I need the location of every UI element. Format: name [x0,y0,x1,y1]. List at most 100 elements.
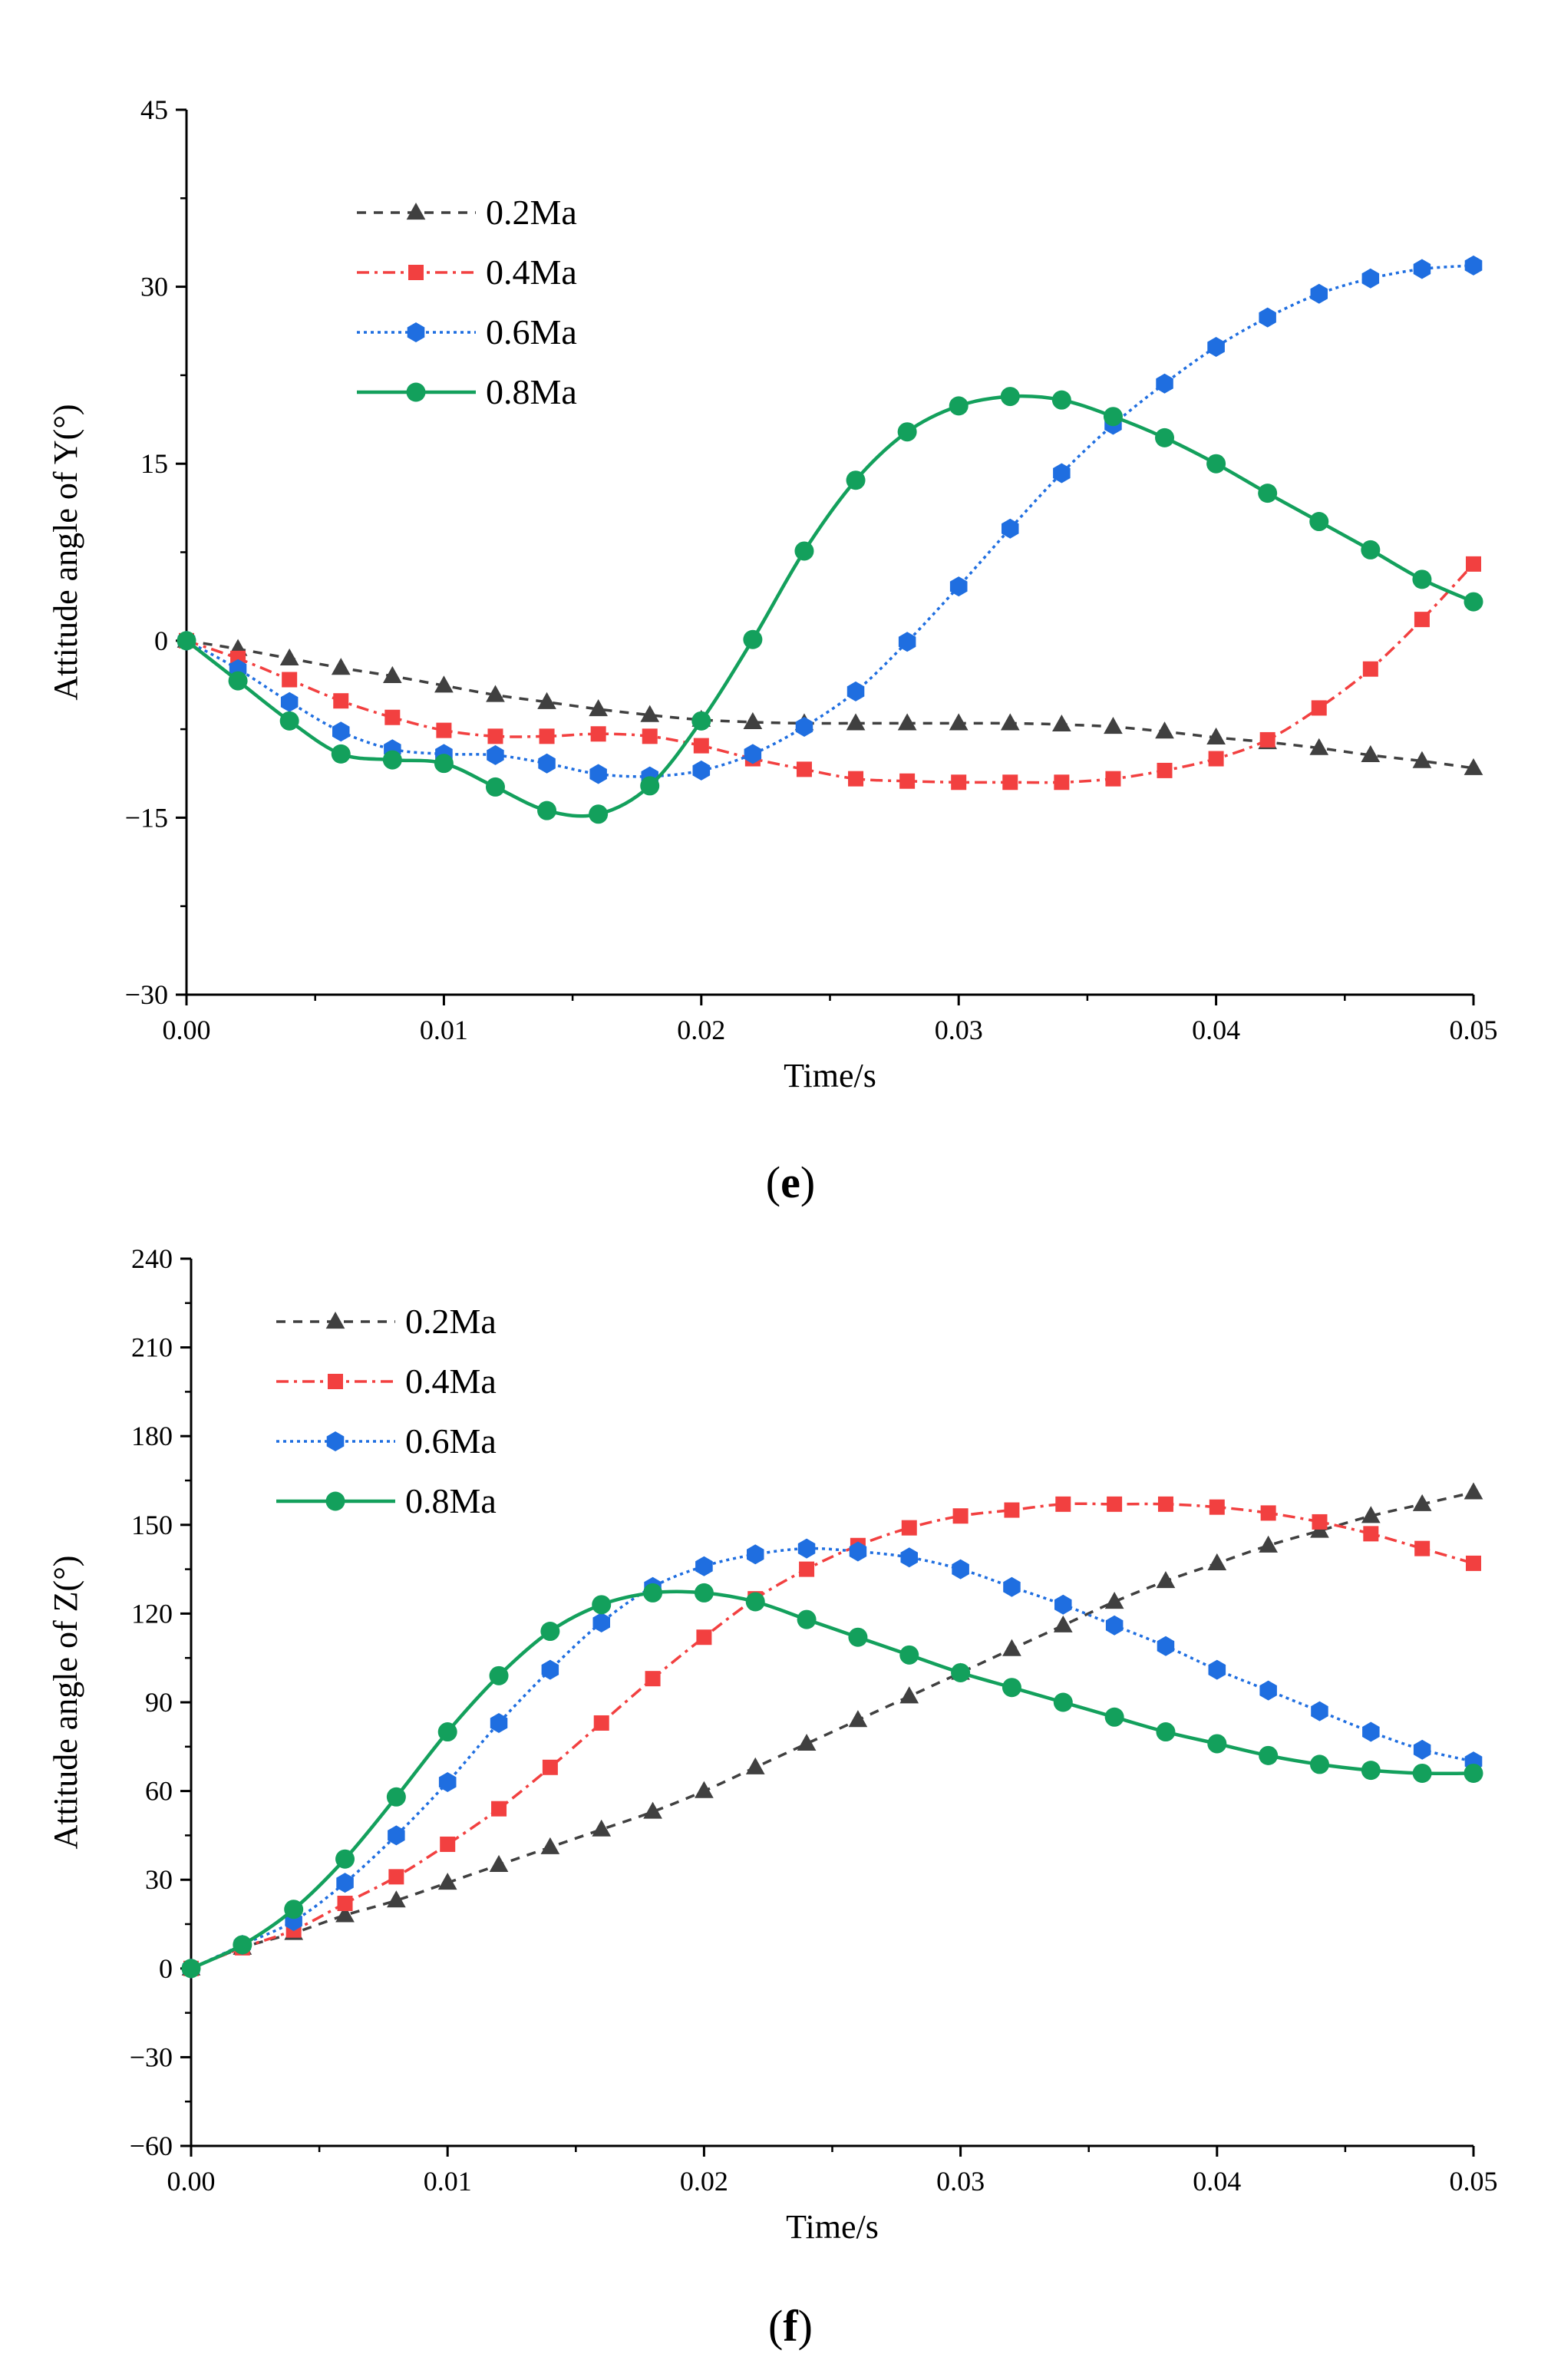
data-point [1309,512,1329,532]
y-tick-label: 0 [159,1953,173,1984]
data-point [643,1801,662,1819]
data-point [437,1722,457,1742]
data-point [332,721,350,742]
x-tick-label: 0.05 [1450,1015,1498,1045]
data-point [387,1890,406,1908]
series-line [190,1490,1474,1970]
x-tick-label: 0.02 [680,2166,728,2197]
data-point [899,1686,919,1704]
series-line [186,563,1475,784]
data-point [1206,454,1226,474]
data-point [282,672,298,688]
data-point [1104,717,1123,734]
data-point [384,709,401,725]
data-point [1412,751,1432,768]
data-point [949,576,968,597]
data-point [1412,1494,1432,1511]
data-point [434,675,454,693]
data-point [388,1869,404,1885]
data-point [897,422,917,442]
data-point [1156,373,1173,394]
y-tick-label: 240 [131,1243,173,1274]
data-point [1310,283,1328,304]
y-tick-label: 0 [154,626,168,656]
data-point [1309,1754,1329,1774]
legend-label: 0.2Ma [405,1302,497,1341]
legend-label: 0.2Ma [486,193,577,232]
y-tick-label: 30 [140,272,168,302]
data-point [1104,1591,1124,1609]
series-0-8Ma [177,387,1483,824]
data-point [1362,1721,1380,1742]
data-point [440,1836,456,1852]
data-point [899,773,916,789]
data-point [592,1595,612,1615]
data-point [1054,1594,1072,1615]
data-point [1156,1571,1176,1589]
panel-letter: e [780,1157,800,1207]
legend-entry: 0.6Ma [276,1421,497,1461]
x-tick-label: 0.05 [1450,2166,1498,2197]
y-tick-label: 30 [145,1864,173,1895]
data-point [1155,427,1175,447]
data-point [952,1508,969,1524]
data-point [489,1854,509,1873]
data-point [900,1547,918,1568]
data-point [745,1592,765,1612]
data-point [951,774,967,791]
data-point [592,1613,610,1632]
data-point [1464,255,1483,276]
data-point [1361,1506,1381,1523]
legend-entry: 0.2Ma [357,193,577,232]
data-point [640,705,660,722]
data-point [1105,771,1121,787]
chart-z-attitude: −60 −30 0 30 60 90 120 150 180 210 240 0.00 0.01 0.02… [47,1243,1498,2351]
data-point [491,1801,507,1817]
x-tick-label: 0.03 [936,2166,985,2197]
legend-marker [326,1431,345,1451]
y-tick-label: 15 [140,448,168,479]
series-0-8Ma [181,1583,1483,1979]
data-point [1413,1739,1431,1760]
x-tick-label: 0.00 [167,2166,216,2197]
data-point [331,744,351,764]
data-point [541,1659,559,1680]
data-point [228,671,248,691]
data-point [897,713,917,731]
data-point [279,711,299,731]
panel-label: (f) [768,2301,813,2351]
data-point [1259,1680,1277,1701]
y-axis-label: Attitude angle of Y(°) [47,404,84,700]
data-point [486,685,505,702]
data-point [1414,1540,1431,1556]
legend-label: 0.8Ma [486,372,577,411]
data-point [949,396,969,416]
data-point [490,1713,508,1733]
data-point [537,692,556,709]
data-point [1312,1513,1328,1530]
legend-label: 0.4Ma [405,1362,497,1401]
data-point [388,1825,405,1846]
data-point [437,1873,457,1890]
data-point [1155,721,1174,739]
data-point [436,722,452,738]
legend-label: 0.6Ma [405,1421,497,1461]
panel-paren-close: ) [800,1157,815,1207]
x-tick-label: 0.01 [424,2166,472,2197]
legend-label: 0.8Ma [405,1481,497,1520]
panel-paren-close: ) [798,2301,813,2351]
data-point [1157,762,1173,778]
data-point [331,658,351,675]
y-tick-label: 180 [131,1421,173,1451]
data-point [489,1665,509,1685]
y-tick-label: 120 [131,1598,173,1629]
data-point [696,1629,712,1646]
y-tick-label: 210 [131,1332,173,1363]
data-point [1004,1502,1020,1518]
data-point [951,1662,971,1682]
data-point [1259,1745,1279,1765]
data-point [1103,407,1123,427]
data-point [693,738,709,754]
data-point [1055,1496,1071,1512]
data-point [1002,774,1018,791]
